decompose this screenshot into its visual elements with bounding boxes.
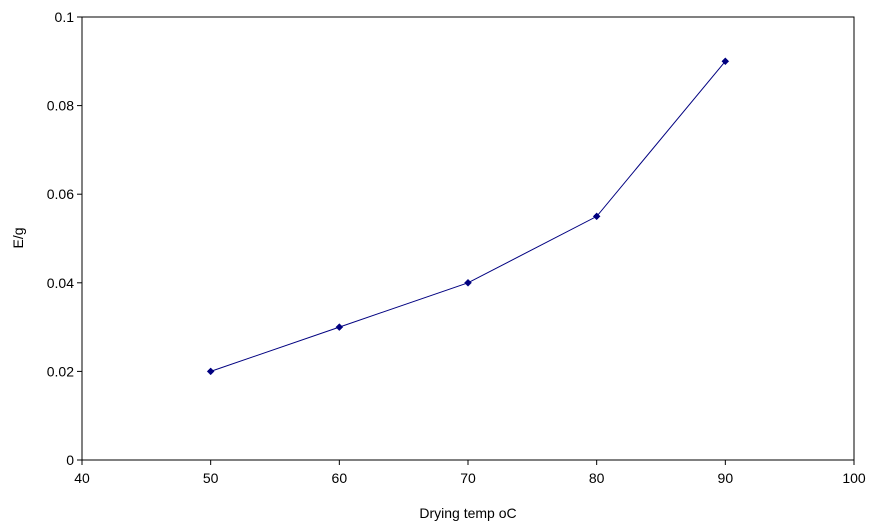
y-tick-label: 0.06 bbox=[47, 186, 74, 202]
series-layer bbox=[206, 57, 730, 376]
plot-area bbox=[81, 16, 855, 461]
x-tick-label: 100 bbox=[842, 470, 866, 486]
y-tick-label: 0.04 bbox=[47, 275, 74, 291]
x-axis-title: Drying temp oC bbox=[419, 505, 516, 521]
data-point-marker bbox=[721, 57, 730, 66]
y-tick-label: 0 bbox=[66, 452, 74, 468]
y-axis-title: E/g bbox=[10, 227, 26, 248]
x-tick-label: 50 bbox=[203, 470, 219, 486]
data-point-marker bbox=[464, 278, 472, 287]
x-tick-label: 80 bbox=[589, 470, 605, 486]
y-tick-label: 0.02 bbox=[47, 363, 74, 379]
data-point-marker bbox=[592, 212, 601, 221]
x-tick-label: 70 bbox=[460, 470, 476, 486]
x-tick-label: 40 bbox=[74, 470, 90, 486]
x-tick-label: 60 bbox=[332, 470, 348, 486]
data-point-marker bbox=[335, 323, 344, 331]
y-axis-ticks: 0 0.02 0.04 0.06 0.08 0.1 bbox=[47, 9, 82, 468]
data-point-marker bbox=[206, 367, 215, 376]
y-tick-label: 0.08 bbox=[47, 98, 74, 114]
x-axis-ticks: 40 50 60 70 80 90 100 bbox=[74, 460, 866, 486]
x-tick-label: 90 bbox=[718, 470, 734, 486]
y-tick-label: 0.1 bbox=[55, 9, 75, 25]
